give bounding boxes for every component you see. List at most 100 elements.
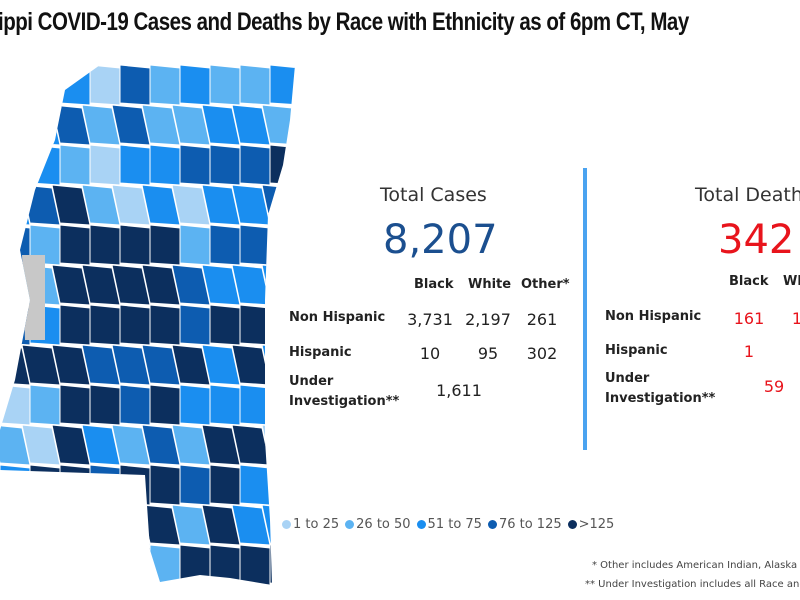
county (111, 504, 151, 546)
county (89, 304, 121, 346)
legend-label: 51 to 75 (427, 517, 482, 532)
county (59, 384, 91, 426)
county (149, 384, 181, 426)
legend-label: >125 (578, 517, 615, 532)
county (149, 544, 181, 585)
county (0, 464, 31, 506)
county (239, 304, 271, 346)
county (59, 304, 91, 346)
cell: 10 (419, 344, 441, 363)
cell: 3,731 (407, 310, 453, 329)
footnote-other: * Other includes American Indian, Alaska… (592, 560, 800, 571)
county (179, 544, 211, 585)
cell: 1 (791, 309, 800, 328)
legend-label: 1 to 25 (293, 517, 340, 532)
county (179, 65, 211, 106)
county (59, 224, 91, 266)
row-under-label1: Under (605, 371, 650, 386)
cases-total: 8,207 (383, 217, 498, 263)
legend-item: 76 to 125 (487, 517, 562, 532)
county (29, 384, 61, 426)
cell: 302 (526, 344, 558, 363)
county (51, 504, 91, 546)
county (179, 224, 211, 266)
county (209, 304, 241, 346)
county (269, 65, 295, 106)
county (89, 464, 121, 506)
county (89, 544, 121, 585)
county (59, 144, 91, 186)
county (179, 464, 211, 506)
legend-dot-icon (567, 520, 577, 529)
legend-item: 51 to 75 (416, 517, 482, 532)
col-other: Other* (521, 277, 570, 292)
county (29, 144, 61, 186)
col-black: Black (729, 274, 769, 289)
county (209, 144, 241, 186)
county (269, 224, 295, 266)
county (29, 544, 61, 585)
county (119, 144, 151, 186)
county (179, 384, 211, 426)
county (209, 224, 241, 266)
county (149, 224, 181, 266)
county (209, 65, 241, 106)
row-hispanic: Hispanic (289, 345, 352, 360)
county (119, 65, 151, 106)
county (209, 464, 241, 506)
legend-item: 26 to 50 (345, 517, 411, 532)
legend-dot-icon (345, 520, 355, 529)
county (209, 544, 241, 585)
row-non-hispanic: Non Hispanic (289, 310, 386, 325)
legend-label: 26 to 50 (356, 517, 411, 532)
cell: 2,197 (465, 310, 511, 329)
county (0, 544, 31, 585)
county (89, 224, 121, 266)
county (179, 144, 211, 186)
county (239, 544, 271, 585)
row-hispanic: Hispanic (605, 343, 668, 358)
deaths-title: Total Death (695, 184, 800, 206)
county (29, 65, 61, 106)
cell: 59 (763, 377, 785, 396)
page-title: ippi COVID-19 Cases and Deaths by Race w… (0, 8, 689, 36)
legend-item: 1 to 25 (282, 517, 339, 532)
county (239, 144, 271, 186)
county (59, 464, 91, 506)
row-under-label1: Under (289, 374, 334, 389)
county (89, 384, 121, 426)
legend-dot-icon (282, 520, 291, 529)
county (261, 264, 295, 306)
county (239, 224, 271, 266)
county (119, 384, 151, 426)
county (149, 464, 181, 506)
county (239, 384, 271, 426)
county-map (0, 65, 295, 585)
county (269, 144, 295, 186)
county (59, 544, 91, 585)
county (149, 304, 181, 346)
county (149, 144, 181, 186)
county (29, 464, 61, 506)
county (119, 224, 151, 266)
cell: 95 (477, 344, 499, 363)
cases-title: Total Cases (380, 184, 487, 206)
county (119, 544, 151, 585)
col-white: White (468, 277, 512, 292)
county (179, 304, 211, 346)
county (0, 104, 31, 146)
county (21, 104, 61, 146)
map-legend: 1 to 25 26 to 50 51 to 75 76 to 125 >125 (282, 517, 614, 532)
county (261, 424, 295, 466)
cell: 161 (733, 309, 765, 328)
county (21, 504, 61, 546)
county (81, 504, 121, 546)
county (119, 464, 151, 506)
county (239, 65, 271, 106)
county (59, 65, 91, 106)
county (89, 65, 121, 106)
legend-dot-icon (416, 520, 426, 529)
cell: 261 (526, 310, 558, 329)
deaths-total: 342 (718, 217, 795, 263)
row-under-label2: Investigation** (605, 391, 716, 406)
